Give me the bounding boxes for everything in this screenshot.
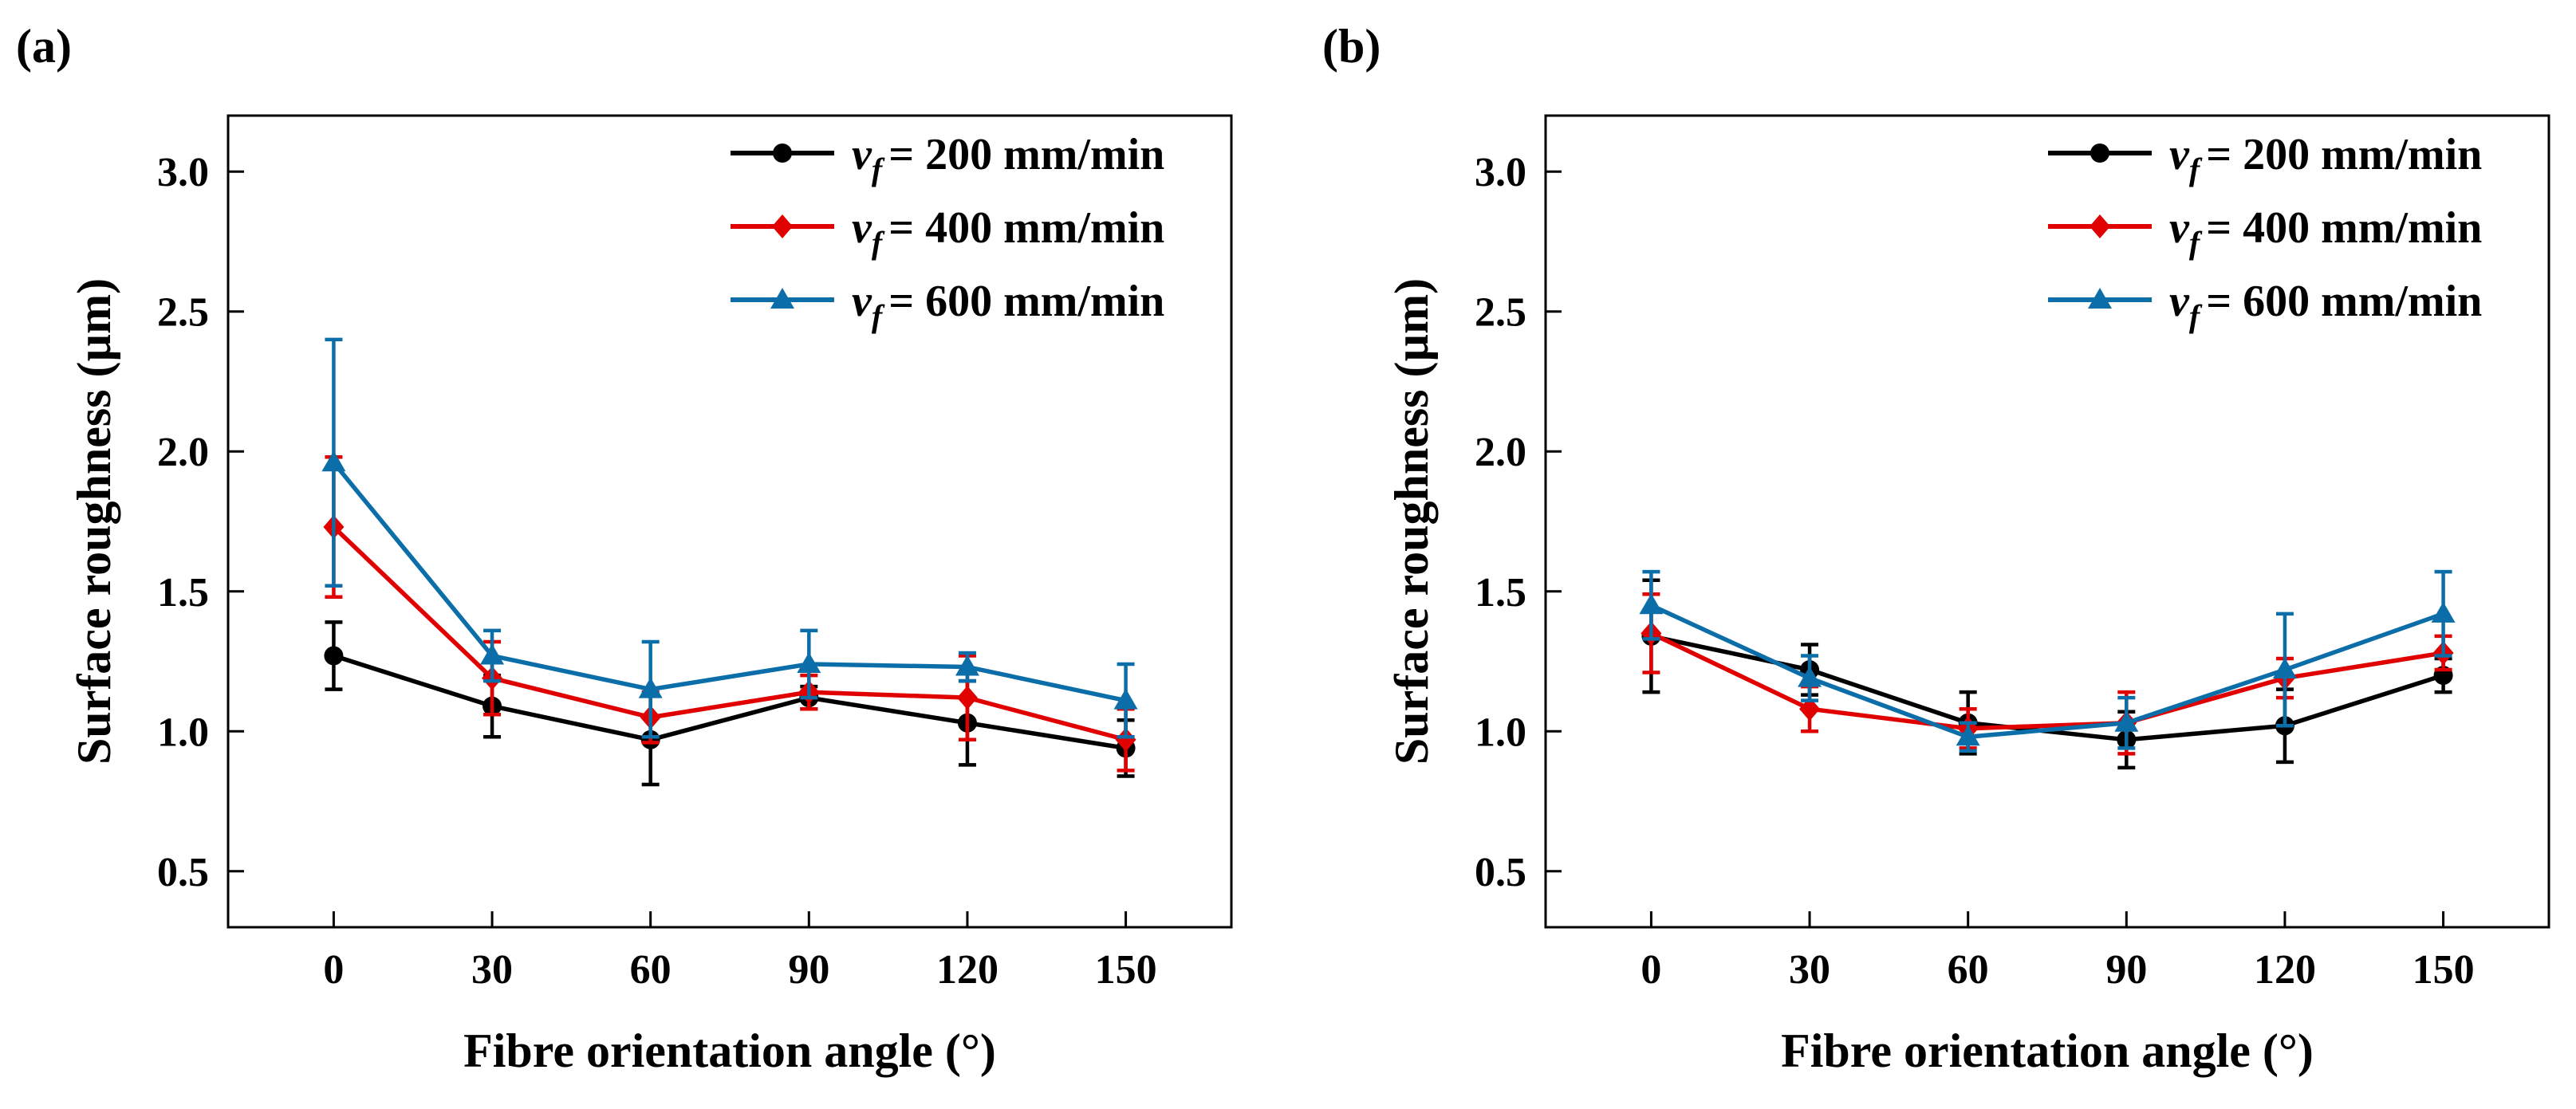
x-tick-label: 0 bbox=[1641, 947, 1661, 993]
chart-panel-b: (b) 0.5 1.0 1.5 2.0 2.5 3.0 0 30 60 90 120 150 Fibre … bbox=[1322, 20, 2550, 1077]
y-tick-label: 2.5 bbox=[1475, 290, 1526, 336]
y-tick-label: 2.0 bbox=[157, 430, 209, 475]
legend-label: vf = 400 mm/min bbox=[852, 203, 1164, 261]
y-tick-label: 1.5 bbox=[1475, 570, 1526, 615]
data-point bbox=[797, 652, 821, 674]
plot-frame bbox=[1544, 114, 2550, 929]
data-point bbox=[1956, 725, 1980, 746]
legend-text: = 400 mm/min bbox=[888, 203, 1164, 253]
chart-panel-a: (a) 0.5 1.0 1.5 2.0 2.5 3.0 0 30 60 90 120 150 Fibre … bbox=[16, 20, 1233, 1077]
y-tick-label: 2.0 bbox=[1475, 430, 1526, 475]
data-point bbox=[956, 686, 978, 710]
series-3 bbox=[321, 337, 1138, 739]
legend-text: = 200 mm/min bbox=[2206, 130, 2482, 179]
legend-text: = 200 mm/min bbox=[888, 130, 1164, 179]
y-tick-label: 1.0 bbox=[1475, 710, 1526, 755]
data-point bbox=[1799, 697, 1821, 722]
x-tick-label: 120 bbox=[936, 947, 998, 993]
legend-item: vf = 200 mm/min bbox=[2048, 130, 2482, 187]
legend-symbol-subscript: f bbox=[2189, 225, 2203, 261]
series-line bbox=[332, 525, 1127, 742]
legend-label: vf = 600 mm/min bbox=[852, 277, 1164, 334]
y-tick-label: 1.5 bbox=[157, 570, 209, 615]
legend-text: = 600 mm/min bbox=[2206, 277, 2482, 326]
legend-marker bbox=[772, 214, 793, 238]
series-2 bbox=[323, 455, 1136, 773]
legend-marker bbox=[2090, 144, 2109, 163]
y-tick-label: 0.5 bbox=[1475, 850, 1526, 895]
series-line bbox=[1650, 631, 2444, 731]
x-tick-label: 90 bbox=[2105, 947, 2147, 993]
data-point bbox=[2114, 710, 2139, 732]
legend-label: vf = 600 mm/min bbox=[2169, 277, 2482, 334]
data-point bbox=[480, 643, 505, 665]
legend-symbol-subscript: f bbox=[872, 225, 885, 261]
panel-label: (a) bbox=[16, 20, 72, 73]
x-tick-label: 150 bbox=[2413, 947, 2475, 993]
legend-text: = 600 mm/min bbox=[888, 277, 1164, 326]
legend-label: vf = 400 mm/min bbox=[2169, 203, 2482, 261]
y-tick-label: 2.5 bbox=[157, 290, 209, 336]
y-tick-label: 3.0 bbox=[1475, 150, 1526, 195]
x-axis-label: Fibre orientation angle (°) bbox=[1781, 1024, 2314, 1077]
legend-marker bbox=[770, 288, 794, 309]
data-point bbox=[955, 655, 979, 676]
x-tick-label: 150 bbox=[1095, 947, 1157, 993]
x-tick-label: 120 bbox=[2254, 947, 2316, 993]
y-axis-label: Surface roughness (µm) bbox=[68, 278, 120, 765]
data-point bbox=[1639, 593, 1664, 615]
legend-label: vf = 200 mm/min bbox=[2169, 130, 2482, 187]
plot-frame bbox=[226, 114, 1233, 929]
legend-item: vf = 600 mm/min bbox=[731, 277, 1164, 334]
legend-symbol-subscript: f bbox=[2189, 298, 2203, 334]
data-point bbox=[2272, 658, 2297, 679]
legend-item: vf = 400 mm/min bbox=[731, 203, 1164, 261]
legend-text: = 400 mm/min bbox=[2206, 203, 2482, 253]
panel-label: (b) bbox=[1322, 20, 1381, 73]
legend-symbol: v bbox=[852, 130, 872, 179]
data-point bbox=[1115, 727, 1136, 752]
y-tick-label: 3.0 bbox=[157, 150, 209, 195]
data-point bbox=[1798, 666, 1822, 687]
legend-marker bbox=[773, 144, 792, 163]
legend-symbol: v bbox=[2169, 130, 2190, 179]
data-point bbox=[321, 450, 346, 472]
legend-marker bbox=[2088, 288, 2112, 309]
series-line bbox=[1650, 603, 2444, 740]
legend-item: vf = 200 mm/min bbox=[731, 130, 1164, 187]
data-point bbox=[638, 677, 663, 698]
data-point bbox=[1113, 688, 1138, 710]
legend-symbol: v bbox=[852, 203, 872, 253]
x-tick-label: 60 bbox=[630, 947, 672, 993]
series-1 bbox=[1641, 578, 2453, 770]
x-tick-label: 0 bbox=[323, 947, 344, 993]
series-line bbox=[333, 653, 1127, 751]
x-tick-label: 30 bbox=[1789, 947, 1830, 993]
y-tick-label: 0.5 bbox=[157, 850, 209, 895]
data-point bbox=[324, 646, 344, 666]
series-line bbox=[332, 461, 1127, 703]
x-tick-label: 90 bbox=[788, 947, 829, 993]
series-3 bbox=[1639, 569, 2456, 753]
data-point bbox=[2431, 601, 2456, 623]
legend-symbol: v bbox=[852, 277, 872, 326]
legend-symbol-subscript: f bbox=[872, 151, 885, 187]
legend-label: vf = 200 mm/min bbox=[852, 130, 1164, 187]
legend-item: vf = 400 mm/min bbox=[2048, 203, 2482, 261]
y-axis-label: Surface roughness (µm) bbox=[1385, 278, 1438, 765]
y-tick-label: 1.0 bbox=[157, 710, 209, 755]
legend-symbol: v bbox=[2169, 277, 2190, 326]
x-tick-label: 30 bbox=[471, 947, 513, 993]
x-tick-label: 60 bbox=[1948, 947, 1989, 993]
legend-symbol-subscript: f bbox=[2189, 151, 2203, 187]
legend-symbol: v bbox=[2169, 203, 2190, 253]
x-axis-label: Fibre orientation angle (°) bbox=[463, 1024, 996, 1077]
legend-marker bbox=[2090, 214, 2110, 238]
legend-item: vf = 600 mm/min bbox=[2048, 277, 2482, 334]
legend-symbol-subscript: f bbox=[872, 298, 885, 334]
